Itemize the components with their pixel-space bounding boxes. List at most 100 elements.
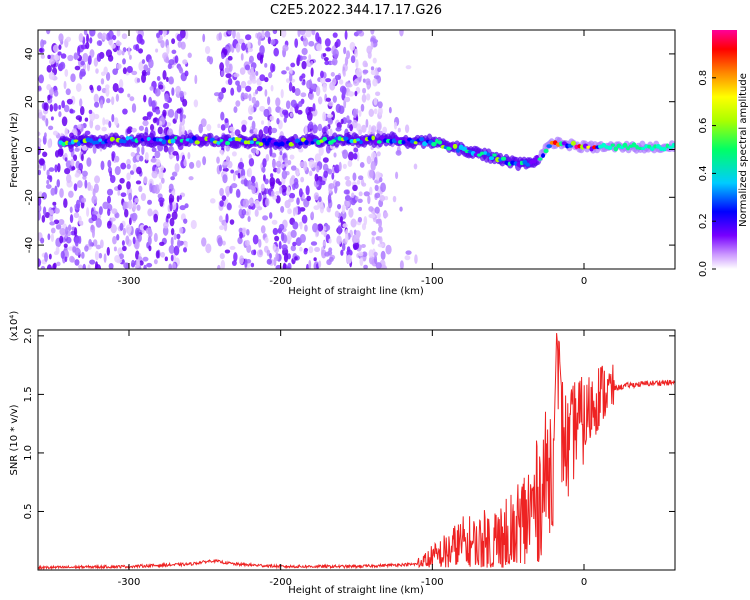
speckle-dot [329, 128, 333, 137]
speckle-dot [271, 219, 278, 225]
speckle-dot [251, 96, 257, 104]
speckle-dot [299, 161, 305, 168]
speckle-dot [310, 60, 314, 66]
speckle-dot [252, 234, 259, 245]
speckle-dot [45, 184, 52, 190]
speckle-dot [226, 155, 230, 165]
speckle-dot [58, 33, 64, 42]
speckle-dot [304, 124, 308, 135]
speckle-dot [294, 38, 299, 48]
speckle-dot [355, 196, 359, 201]
speckle-dot [159, 165, 165, 172]
speckle-dot [46, 65, 52, 73]
speckle-dot [147, 236, 152, 246]
speckle-dot [358, 129, 363, 136]
speckle-dot [136, 33, 143, 44]
snr-x-label: Height of straight line (km) [288, 585, 424, 596]
trace-core [625, 146, 630, 151]
speckle-dot [201, 237, 207, 247]
speckle-dot [115, 93, 119, 102]
speckle-dot [265, 197, 270, 207]
speckle-dot [257, 249, 264, 258]
speckle-dot [334, 185, 338, 194]
speckle-dot [283, 116, 287, 123]
trace-core [249, 140, 254, 144]
speckle-dot [78, 33, 84, 43]
speckle-dot [93, 183, 99, 193]
speckle-dot [135, 259, 141, 269]
speckle-dot [241, 42, 246, 51]
speckle-dot [189, 161, 195, 169]
speckle-dot [118, 253, 125, 260]
speckle-dot [135, 227, 140, 237]
snr-y-ticks: 0.5 1.0 1.5 2.0 [23, 328, 675, 519]
speckle-dot [344, 176, 350, 181]
speckle-dot [232, 171, 236, 182]
speckle-dot [324, 78, 332, 83]
speckle-dot [86, 207, 90, 217]
trace-core [570, 140, 576, 146]
trace-core [371, 135, 376, 141]
trace-core [379, 136, 385, 140]
speckle-dot [322, 157, 329, 163]
speckle-dot [114, 165, 121, 176]
speckle-dot [79, 105, 85, 116]
speckle-dot [96, 53, 102, 62]
speckle-dot [292, 183, 296, 191]
speckle-dot [168, 188, 172, 193]
speckle-dot [174, 55, 179, 64]
speckle-dot [327, 168, 333, 175]
trace-core [500, 156, 507, 161]
speckle-dot [257, 39, 261, 46]
speckle-dot [163, 221, 169, 229]
colorbar-tick-label: 0.2 [698, 213, 709, 229]
trace-core [431, 142, 437, 147]
speckle-dot [242, 198, 249, 208]
speckle-dot [151, 100, 156, 109]
speckle-dot [182, 59, 188, 65]
speckle-dot [138, 185, 143, 193]
speckle-dot [385, 244, 392, 255]
speckle-dot [318, 260, 322, 268]
speckle-dot [260, 225, 266, 234]
speckle-dot [360, 243, 366, 248]
speckle-dot [292, 207, 296, 217]
speckle-dot [281, 30, 287, 38]
speckle-dot [267, 36, 271, 45]
speckle-dot [77, 264, 83, 269]
speckle-dot [81, 197, 87, 203]
trace-core [631, 142, 637, 148]
speckle-dot [132, 236, 136, 245]
trace-core [413, 141, 418, 145]
speckle-dot [95, 261, 98, 269]
speckle-dot [169, 201, 173, 212]
speckle-dot [377, 226, 383, 233]
speckle-dot [338, 79, 344, 85]
speckle-dot [308, 159, 315, 169]
speckle-dot [187, 52, 192, 59]
speckle-dot [38, 85, 42, 91]
speckle-dot [239, 231, 243, 239]
trace-core [252, 137, 257, 142]
speckle-dot [114, 155, 120, 163]
colorbar: 0.0 0.2 0.4 0.6 0.8 Normalized spectral ampl… [698, 30, 749, 277]
speckle-dot [171, 191, 176, 196]
speckle-dot [263, 108, 270, 118]
speckle-dot [106, 220, 112, 229]
speckle-dot [89, 259, 96, 265]
speckle-dot [247, 216, 251, 223]
speckle-dot [340, 249, 344, 256]
speckle-dot [405, 65, 412, 70]
speckle-dot [154, 88, 161, 97]
speckle-dot [262, 215, 269, 221]
speckle-dot [73, 52, 78, 60]
speckle-dot [53, 90, 59, 97]
speckle-dot [356, 151, 360, 162]
figure-title: C2E5.2022.344.17.17.G26 [270, 3, 442, 18]
trace-core [231, 137, 236, 141]
speckle-dot [126, 65, 133, 74]
speckle-dot [179, 90, 184, 98]
trace-core [128, 136, 133, 140]
speckle-dot [136, 77, 141, 83]
speckle-dot [169, 217, 175, 227]
